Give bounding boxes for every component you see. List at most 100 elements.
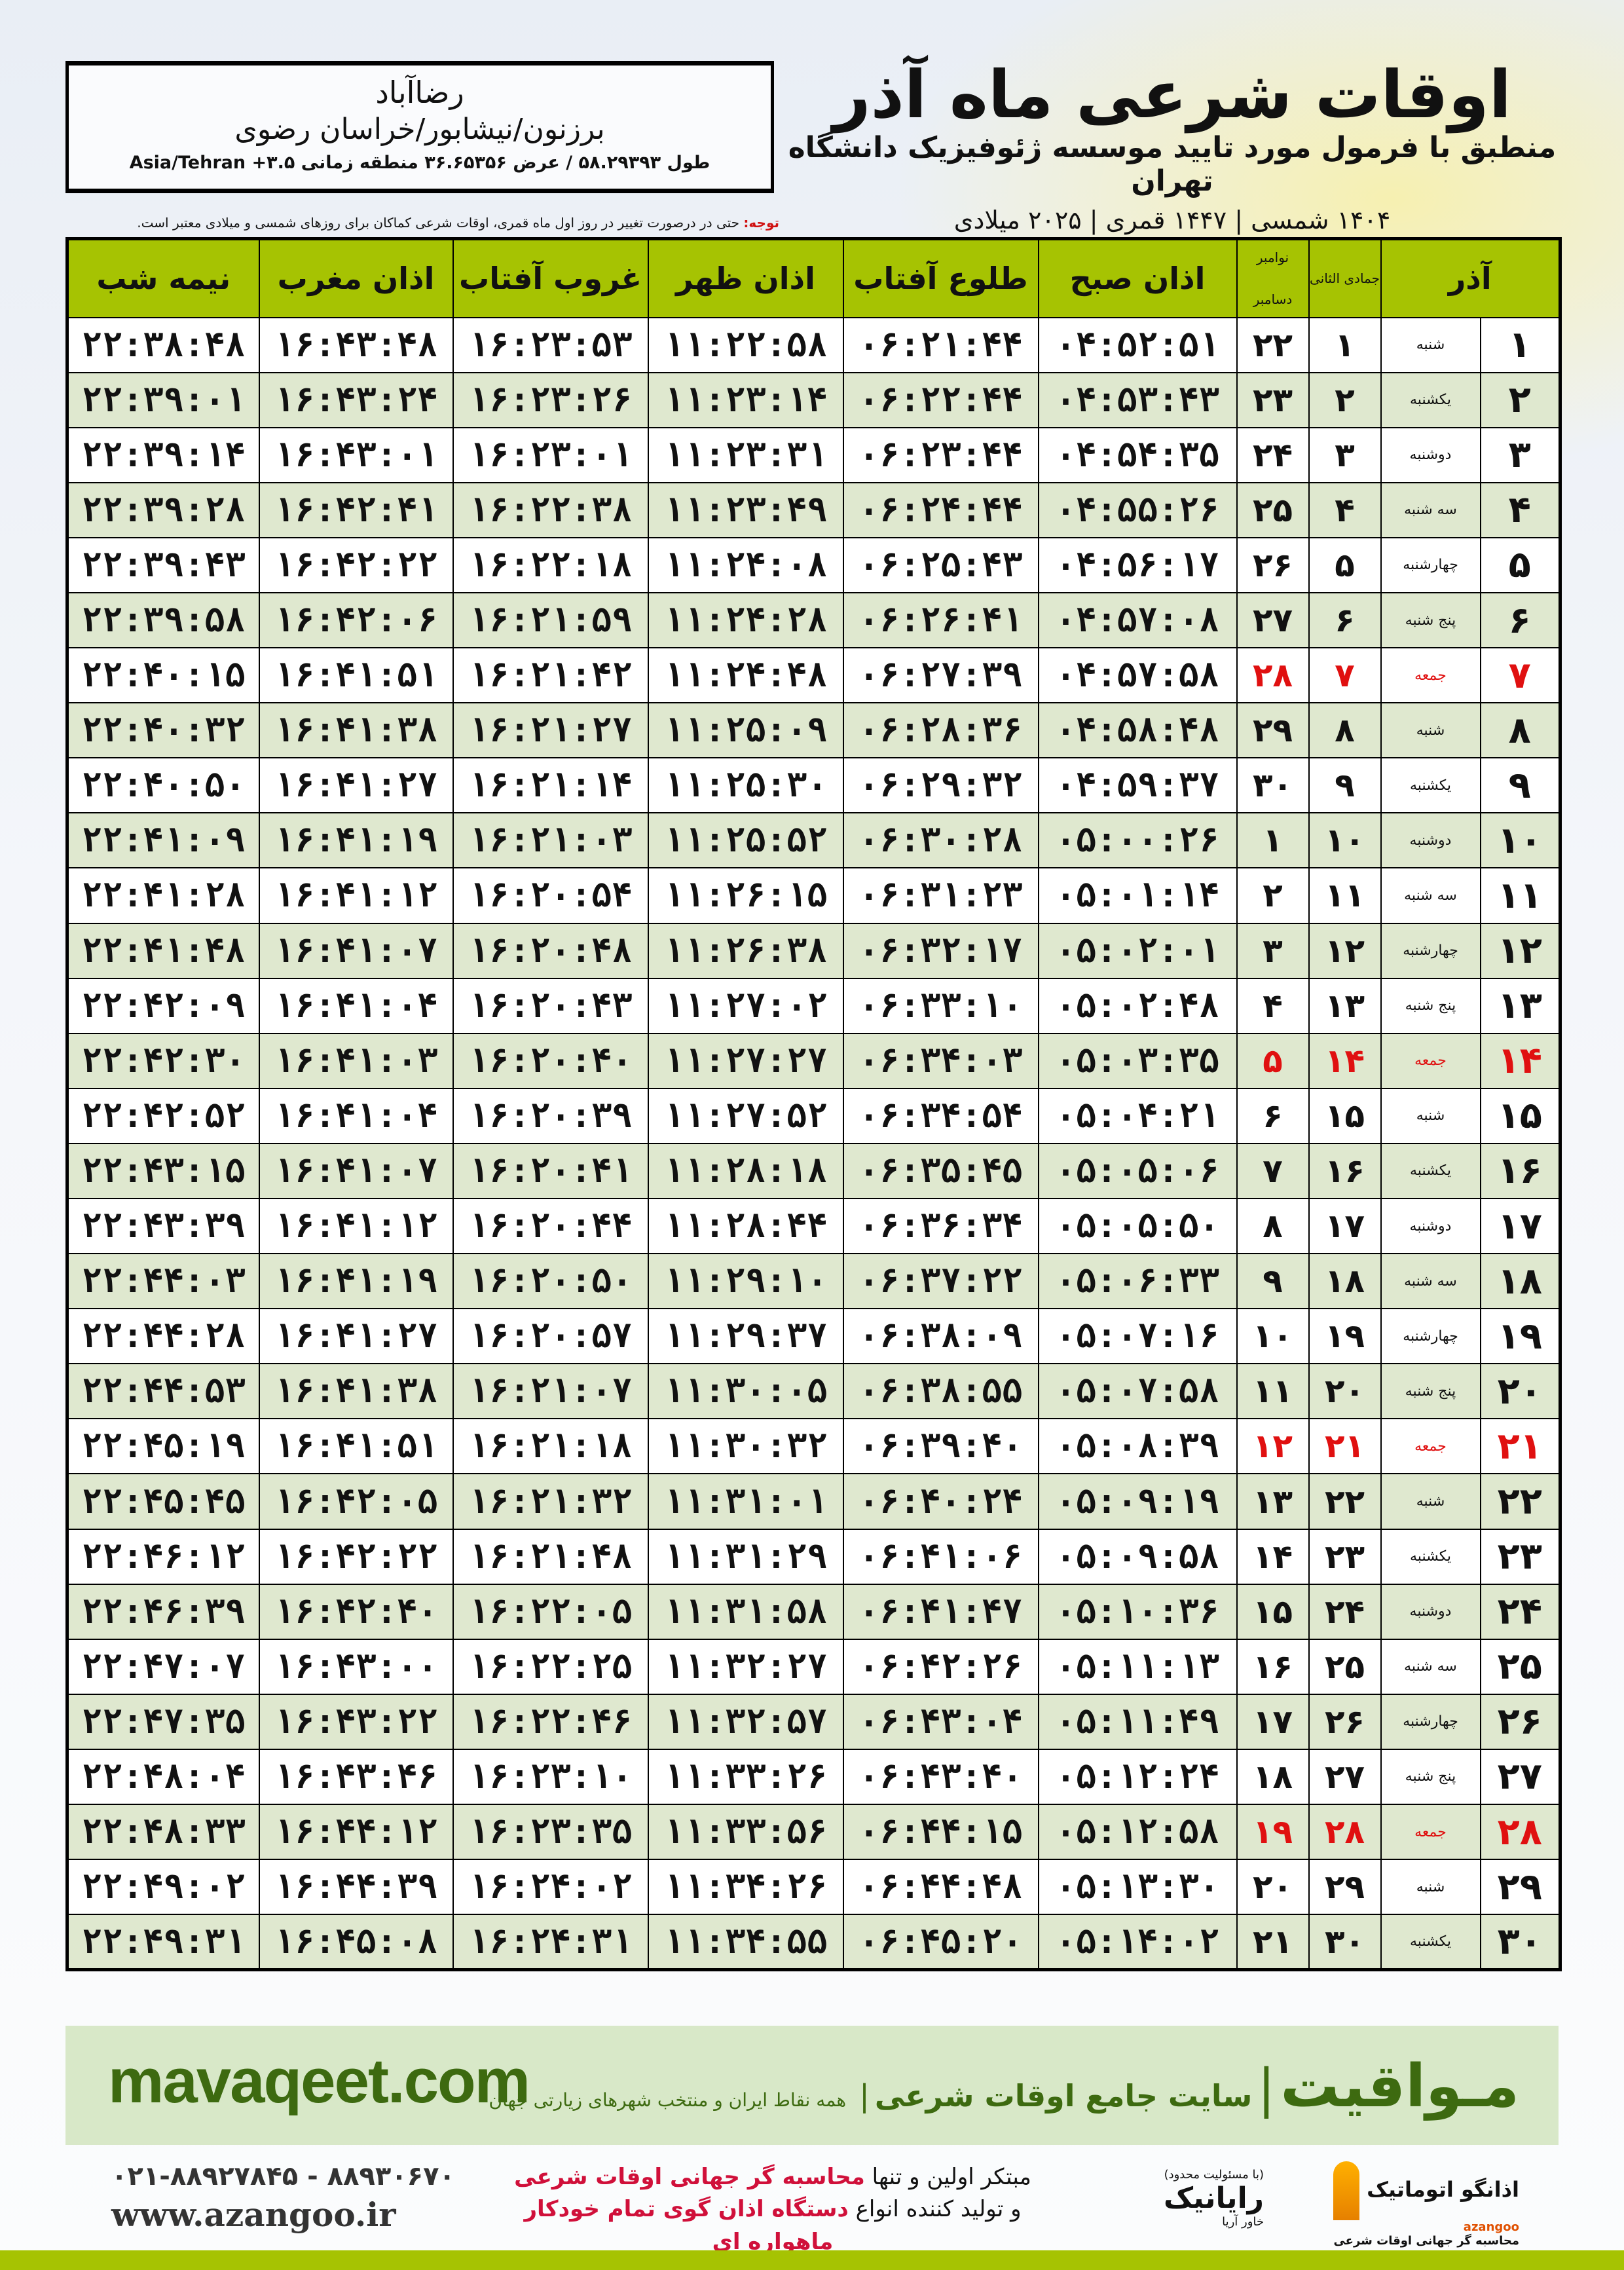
prayer-times-table: آذر جمادی الثانی نوامبر دسامبر اذان صبح ط…: [65, 237, 1562, 1971]
nimeh-time: ۲۲:۳۹:۲۸: [66, 481, 260, 538]
table-row: ۱۸ سه شنبه ۱۸ ۹ ۰۵:۰۶:۳۳ ۰۶:۳۷:۲۲ ۱۱:۲۹:۱۰ ۱۶:۲…: [66, 1253, 1561, 1310]
subh-time: ۰۵:۱۴:۰۲: [1037, 1914, 1238, 1971]
azar-day: ۲۴: [1479, 1583, 1561, 1640]
maghrib-time: ۱۶:۴۳:۲۲: [258, 1693, 454, 1750]
hijri-day: ۲۲: [1308, 1473, 1382, 1530]
nimeh-time: ۲۲:۴۷:۰۷: [66, 1638, 260, 1695]
weekday: سه شنبه: [1380, 867, 1481, 924]
tolu-time: ۰۶:۲۸:۳۶: [842, 702, 1039, 759]
rayanik-logo-text: رایانیک: [1164, 2182, 1264, 2215]
zohr-time: ۱۱:۲۷:۰۲: [647, 977, 844, 1034]
weekday: جمعه: [1380, 1804, 1481, 1861]
gregorian-day: ۲۸: [1236, 647, 1310, 704]
hijri-day: ۱۱: [1308, 867, 1382, 924]
azar-day: ۴: [1479, 481, 1561, 538]
hijri-day: ۹: [1308, 757, 1382, 814]
minaret-icon: [1333, 2161, 1359, 2220]
zohr-time: ۱۱:۳۳:۲۶: [647, 1748, 844, 1806]
zohr-time: ۱۱:۲۳:۴۹: [647, 481, 844, 538]
ghorub-time: ۱۶:۲۱:۰۳: [452, 812, 649, 869]
zohr-time: ۱۱:۳۲:۲۷: [647, 1638, 844, 1695]
subh-time: ۰۴:۵۴:۳۵: [1037, 426, 1238, 483]
nimeh-time: ۲۲:۴۸:۰۴: [66, 1748, 260, 1806]
table-row: ۱۱ سه شنبه ۱۱ ۲ ۰۵:۰۱:۱۴ ۰۶:۳۱:۲۳ ۱۱:۲۶:۱۵ ۱۶:۲…: [66, 867, 1561, 924]
maghrib-time: ۱۶:۴۱:۱۹: [258, 1253, 454, 1310]
region-name: برزنون/نیشابور/خراسان رضوی: [234, 113, 605, 146]
table-row: ۲۲ شنبه ۲۲ ۱۳ ۰۵:۰۹:۱۹ ۰۶:۴۰:۲۴ ۱۱:۳۱:۰۱ ۱۶:۲۱:…: [66, 1473, 1561, 1530]
azar-day: ۷: [1479, 647, 1561, 704]
hijri-day: ۲۳: [1308, 1528, 1382, 1585]
coordinates: طول ۵۸.۲۹۳۹۳ / عرض ۳۶.۶۵۳۵۶ منطقه زمانی …: [129, 153, 710, 173]
azar-day: ۶: [1479, 591, 1561, 649]
zohr-time: ۱۱:۲۸:۴۴: [647, 1197, 844, 1255]
nimeh-time: ۲۲:۴۳:۱۵: [66, 1142, 260, 1200]
table-row: ۲۰ پنج شنبه ۲۰ ۱۱ ۰۵:۰۷:۵۸ ۰۶:۳۸:۵۵ ۱۱:۳۰:۰۵ ۱۶…: [66, 1363, 1561, 1420]
promo-separator: |: [1257, 2058, 1276, 2119]
subh-time: ۰۵:۱۲:۲۴: [1037, 1748, 1238, 1806]
maghrib-time: ۱۶:۴۳:۰۰: [258, 1638, 454, 1695]
tolu-time: ۰۶:۴۲:۲۶: [842, 1638, 1039, 1695]
maghrib-time: ۱۶:۴۲:۰۵: [258, 1473, 454, 1530]
hijri-day: ۲۴: [1308, 1583, 1382, 1640]
table-row: ۲۸ جمعه ۲۸ ۱۹ ۰۵:۱۲:۵۸ ۰۶:۴۴:۱۵ ۱۱:۳۳:۵۶ ۱۶:۲۳:…: [66, 1804, 1561, 1861]
zohr-time: ۱۱:۲۴:۲۸: [647, 591, 844, 649]
hijri-day: ۲۶: [1308, 1693, 1382, 1750]
gregorian-day: ۷: [1236, 1142, 1310, 1200]
nimeh-time: ۲۲:۴۹:۳۱: [66, 1914, 260, 1971]
gregorian-day: ۱۵: [1236, 1583, 1310, 1640]
ghorub-time: ۱۶:۲۰:۳۹: [452, 1087, 649, 1144]
tolu-time: ۰۶:۳۶:۳۴: [842, 1197, 1039, 1255]
maghrib-time: ۱۶:۴۱:۰۷: [258, 1142, 454, 1200]
ghorub-time: ۱۶:۲۰:۴۰: [452, 1032, 649, 1089]
hijri-day: ۲۱: [1308, 1418, 1382, 1475]
azar-day: ۹: [1479, 757, 1561, 814]
hijri-day: ۱۸: [1308, 1253, 1382, 1310]
subh-time: ۰۵:۰۱:۱۴: [1037, 867, 1238, 924]
gregorian-day: ۲۱: [1236, 1914, 1310, 1971]
promo-site-link[interactable]: mavaqeet.com: [108, 2046, 530, 2116]
table-row: ۱۷ دوشنبه ۱۷ ۸ ۰۵:۰۵:۵۰ ۰۶:۳۶:۳۴ ۱۱:۲۸:۴۴ ۱۶:۲۰…: [66, 1197, 1561, 1255]
rayanik-logo: (با مسئولیت محدود) رایانیک خاور آریا: [1164, 2168, 1264, 2229]
website-link[interactable]: www.azangoo.ir: [111, 2195, 396, 2234]
sponsor-logos: اذانگو اتوماتیک azangoo محاسبه گر جهانی …: [1113, 2161, 1519, 2248]
subh-time: ۰۵:۰۷:۱۶: [1037, 1308, 1238, 1365]
azar-day: ۵: [1479, 536, 1561, 593]
table-row: ۶ پنج شنبه ۶ ۲۷ ۰۴:۵۷:۰۸ ۰۶:۲۶:۴۱ ۱۱:۲۴:۲۸ ۱۶:۲…: [66, 591, 1561, 649]
subh-time: ۰۵:۱۱:۱۳: [1037, 1638, 1238, 1695]
azangoo-logo-sub: محاسبه گر جهانی اوقات شرعی: [1333, 2234, 1519, 2248]
maghrib-time: ۱۶:۴۱:۱۹: [258, 812, 454, 869]
tolu-time: ۰۶:۴۵:۲۰: [842, 1914, 1039, 1971]
azangoo-logo: اذانگو اتوماتیک azangoo محاسبه گر جهانی …: [1333, 2161, 1519, 2248]
maghrib-time: ۱۶:۴۲:۲۲: [258, 536, 454, 593]
azar-day: ۲۲: [1479, 1473, 1561, 1530]
nimeh-time: ۲۲:۴۶:۳۹: [66, 1583, 260, 1640]
weekday: سه شنبه: [1380, 1253, 1481, 1310]
hijri-day: ۸: [1308, 702, 1382, 759]
weekday: یکشنبه: [1380, 1142, 1481, 1200]
years-line: ۱۴۰۴ شمسی | ۱۴۴۷ قمری | ۲۰۲۵ میلادی: [953, 206, 1391, 234]
ghorub-time: ۱۶:۲۱:۴۸: [452, 1528, 649, 1585]
tolu-time: ۰۶:۲۷:۳۹: [842, 647, 1039, 704]
hijri-day: ۱۷: [1308, 1197, 1382, 1255]
subh-time: ۰۵:۱۱:۴۹: [1037, 1693, 1238, 1750]
gregorian-day: ۱۰: [1236, 1308, 1310, 1365]
ghorub-time: ۱۶:۲۱:۱۴: [452, 757, 649, 814]
maghrib-time: ۱۶:۴۴:۳۹: [258, 1859, 454, 1916]
subh-time: ۰۴:۵۳:۴۳: [1037, 371, 1238, 428]
subh-time: ۰۵:۰۵:۰۶: [1037, 1142, 1238, 1200]
azar-day: ۲۸: [1479, 1804, 1561, 1861]
zohr-time: ۱۱:۲۹:۳۷: [647, 1308, 844, 1365]
ghorub-time: ۱۶:۲۲:۰۵: [452, 1583, 649, 1640]
nimeh-time: ۲۲:۴۶:۱۲: [66, 1528, 260, 1585]
nimeh-time: ۲۲:۴۱:۰۹: [66, 812, 260, 869]
subh-time: ۰۴:۵۷:۰۸: [1037, 591, 1238, 649]
table-row: ۵ چهارشنبه ۵ ۲۶ ۰۴:۵۶:۱۷ ۰۶:۲۵:۴۳ ۱۱:۲۴:۰۸ ۱۶:۲…: [66, 536, 1561, 593]
zohr-time: ۱۱:۲۵:۳۰: [647, 757, 844, 814]
nimeh-time: ۲۲:۴۰:۳۲: [66, 702, 260, 759]
gregorian-day: ۲۵: [1236, 481, 1310, 538]
weekday: شنبه: [1380, 1087, 1481, 1144]
weekday: چهارشنبه: [1380, 922, 1481, 979]
hijri-day: ۶: [1308, 591, 1382, 649]
maghrib-time: ۱۶:۴۱:۱۲: [258, 867, 454, 924]
tolu-time: ۰۶:۳۱:۲۳: [842, 867, 1039, 924]
